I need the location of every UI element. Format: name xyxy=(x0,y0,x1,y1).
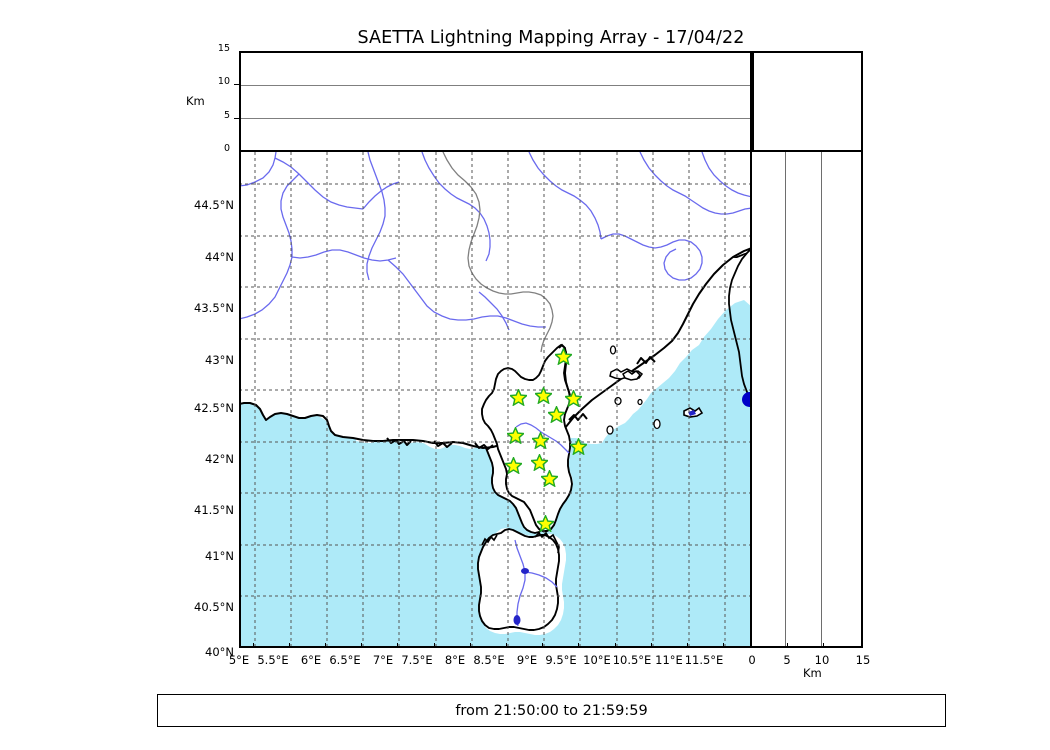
map-xtick-label: 9°E xyxy=(516,653,538,667)
map-ytick-label: 44°N xyxy=(205,250,234,264)
axis-tick xyxy=(787,643,788,648)
map-xtick-label: 9.5°E xyxy=(545,653,577,667)
axis-tick xyxy=(823,643,824,648)
star-icon xyxy=(547,405,565,423)
top-panel-ytick-label: 0 xyxy=(223,143,230,154)
star-icon xyxy=(564,389,582,407)
map-ytick-label: 44.5°N xyxy=(194,198,234,212)
map-xtick-label: 6°E xyxy=(300,653,322,667)
map-xtick-label: 6.5°E xyxy=(329,653,361,667)
map-xtick-label: 11°E xyxy=(655,653,683,667)
top-panel-axis-label: Km xyxy=(186,94,205,108)
axis-tick xyxy=(361,643,362,648)
axis-tick xyxy=(234,84,240,85)
time-range-status-bar[interactable]: from 21:50:00 to 21:59:59 xyxy=(157,694,946,727)
lma-station-marker[interactable] xyxy=(564,389,582,407)
map-ytick-label: 42°N xyxy=(205,452,234,466)
star-icon xyxy=(534,386,552,404)
star-icon xyxy=(531,431,549,449)
side-panel-xtick-label: 0 xyxy=(748,653,756,667)
top-altitude-panel[interactable] xyxy=(239,51,752,152)
side-panel-axis-label: Km xyxy=(803,666,822,680)
axis-tick xyxy=(651,643,652,648)
axis-tick xyxy=(542,643,543,648)
lma-station-marker[interactable] xyxy=(569,437,587,455)
star-icon xyxy=(554,347,572,365)
axis-tick xyxy=(506,643,507,648)
map-ytick-label: 43°N xyxy=(205,353,234,367)
map-xtick-label: 5°E xyxy=(228,653,250,667)
page-title: SAETTA Lightning Mapping Array - 17/04/2… xyxy=(357,28,745,48)
side-panel-gridline xyxy=(821,152,822,646)
side-panel-xtick-label: 10 xyxy=(814,653,830,667)
map-xtick-label: 7°E xyxy=(372,653,394,667)
map-xtick-label: 10.5°E xyxy=(612,653,652,667)
lma-station-marker[interactable] xyxy=(531,431,549,449)
side-altitude-panel[interactable] xyxy=(752,152,863,648)
map-ytick-label: 40°N xyxy=(205,645,234,659)
map-plot-area[interactable] xyxy=(239,152,752,648)
side-panel-xtick-label: 5 xyxy=(783,653,791,667)
axis-tick xyxy=(723,643,724,648)
axis-tick xyxy=(289,643,290,648)
axis-tick xyxy=(325,643,326,648)
top-panel-gridline xyxy=(241,118,750,119)
top-panel-ytick-label: 5 xyxy=(223,110,230,121)
star-icon xyxy=(509,388,527,406)
lma-station-marker[interactable] xyxy=(506,426,524,444)
map-xtick-label: 8°E xyxy=(444,653,466,667)
star-icon xyxy=(569,437,587,455)
map-xtick-label: 7.5°E xyxy=(401,653,433,667)
top-panel-gridline xyxy=(241,85,750,86)
star-icon xyxy=(540,469,558,487)
map-ytick-label: 43.5°N xyxy=(194,301,234,315)
lma-station-marker[interactable] xyxy=(504,456,522,474)
map-ytick-label: 41°N xyxy=(205,549,234,563)
axis-tick xyxy=(434,643,435,648)
map-xtick-label: 5.5°E xyxy=(257,653,289,667)
axis-tick xyxy=(253,643,254,648)
lma-station-marker[interactable] xyxy=(530,453,548,471)
lma-station-marker[interactable] xyxy=(547,405,565,423)
star-icon xyxy=(504,456,522,474)
map-ytick-label: 41.5°N xyxy=(194,503,234,517)
axis-tick xyxy=(687,643,688,648)
axis-tick xyxy=(578,643,579,648)
map-xtick-label: 10°E xyxy=(583,653,611,667)
map-ytick-label: 40.5°N xyxy=(194,600,234,614)
lma-station-marker[interactable] xyxy=(509,388,527,406)
lma-station-marker[interactable] xyxy=(540,469,558,487)
axis-tick xyxy=(397,643,398,648)
map-xtick-label: 8.5°E xyxy=(473,653,505,667)
map-ytick-label: 42.5°N xyxy=(194,401,234,415)
axis-tick xyxy=(615,643,616,648)
star-icon xyxy=(536,514,554,532)
side-panel-xtick-label: 15 xyxy=(855,653,871,667)
time-range-text: from 21:50:00 to 21:59:59 xyxy=(455,702,648,719)
geography-overlay xyxy=(241,152,750,646)
star-icon xyxy=(530,453,548,471)
side-panel-gridline xyxy=(785,152,786,646)
top-panel-ytick-label: 10 xyxy=(217,76,230,87)
lma-station-marker[interactable] xyxy=(554,347,572,365)
star-icon xyxy=(506,426,524,444)
top-panel-ytick-label: 15 xyxy=(217,43,230,54)
axis-tick xyxy=(470,643,471,648)
map-xtick-label: 11.5°E xyxy=(684,653,724,667)
top-right-corner-panel[interactable] xyxy=(752,51,863,152)
axis-tick xyxy=(234,118,240,119)
lma-station-marker[interactable] xyxy=(534,386,552,404)
source-point-marker[interactable] xyxy=(741,391,750,407)
lma-station-marker[interactable] xyxy=(536,514,554,532)
